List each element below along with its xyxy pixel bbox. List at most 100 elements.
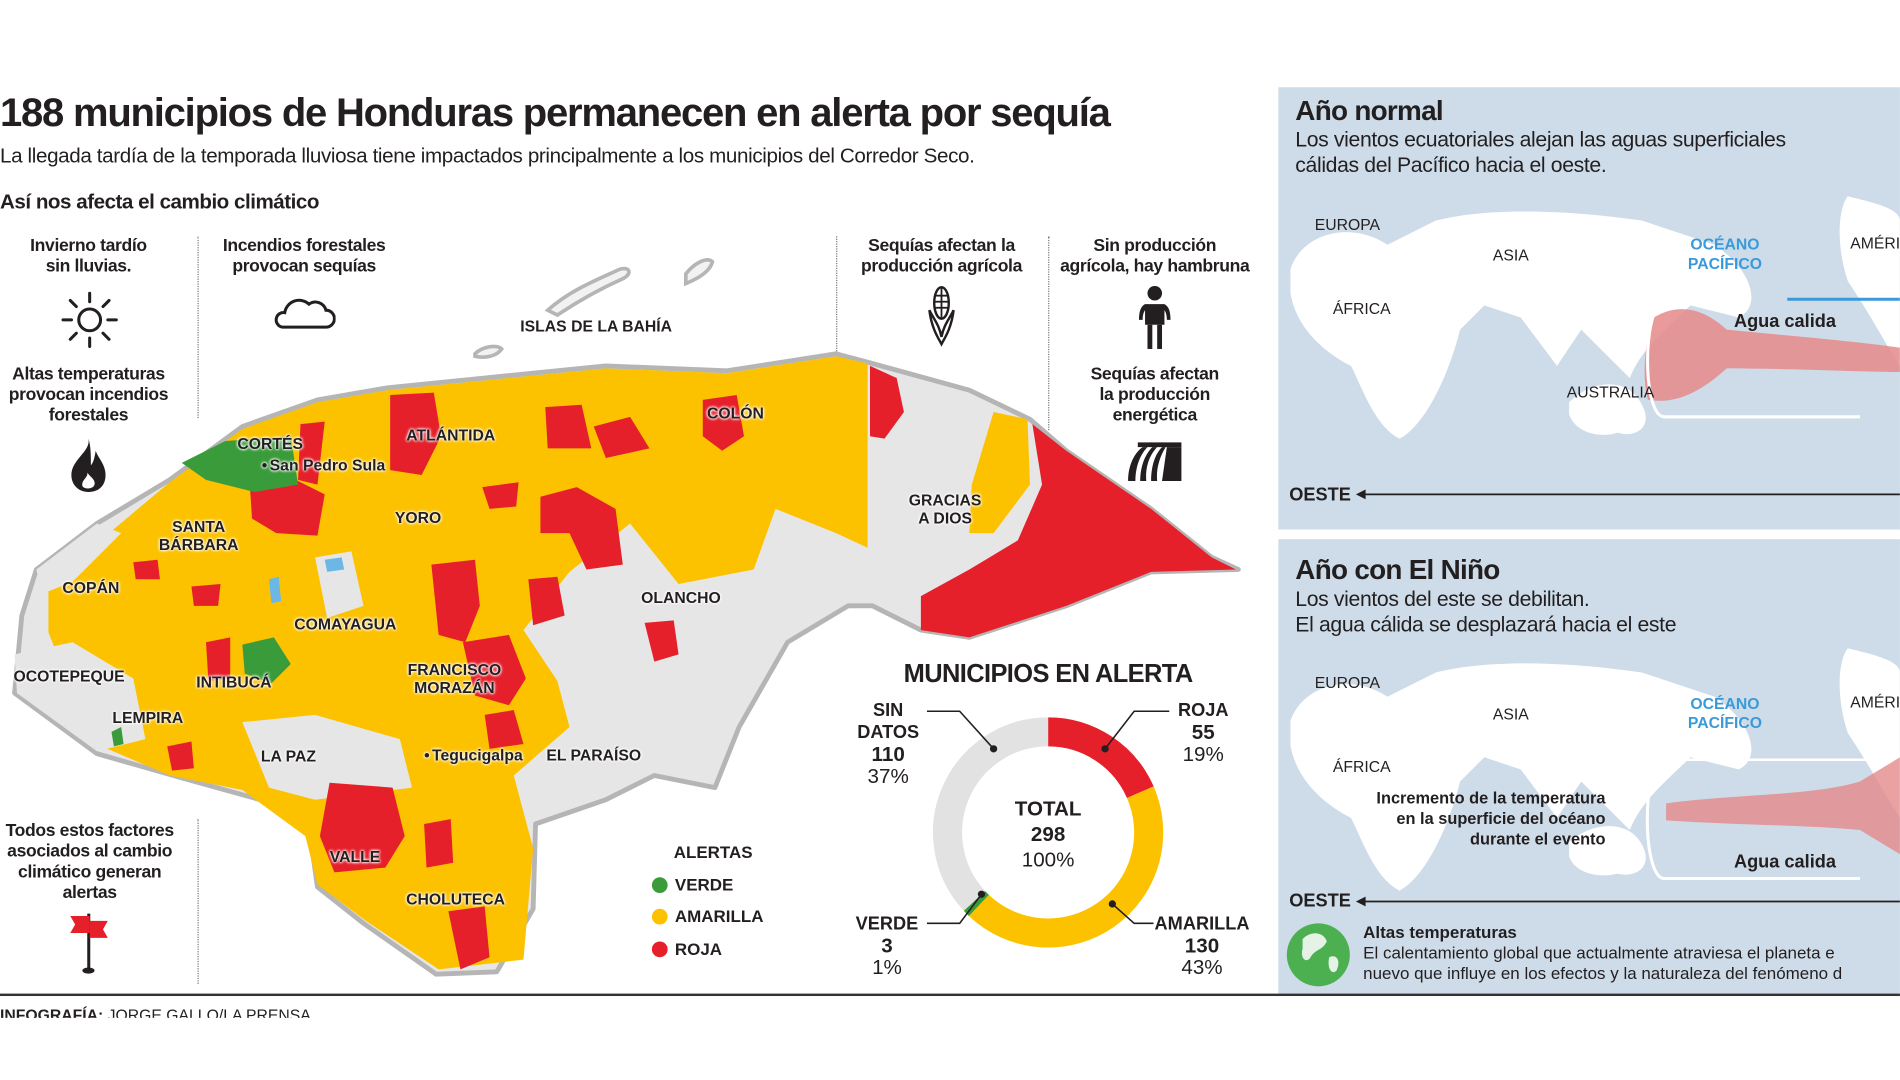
factor-line: provocan sequías	[232, 256, 376, 277]
ocean-line: PACÍFICO	[1687, 254, 1763, 273]
legend-item-verde: VERDE	[651, 875, 733, 894]
panel-title: Año normal	[1295, 94, 1443, 127]
label-pacific-ocean: OCÉANO PACÍFICO	[1688, 694, 1762, 733]
label-line: MORAZÁN	[414, 678, 495, 697]
leader-roja	[1104, 710, 1170, 750]
globe-icon	[1286, 923, 1350, 987]
america-shape	[1839, 196, 1900, 366]
note-line: El calentamiento global que actualmente …	[1363, 942, 1835, 963]
credit-label: INFOGRAFÍA:	[0, 1005, 104, 1018]
panel-title: Año con El Niño	[1295, 553, 1500, 586]
label-line: GRACIAS	[908, 490, 982, 509]
factor-line: Sequías afectan	[1090, 364, 1220, 385]
label-yoro: YORO	[394, 508, 442, 527]
divider	[1048, 236, 1050, 431]
label-line: BÁRBARA	[158, 535, 239, 554]
slice-name: SIN	[873, 700, 904, 721]
total-percent: 100%	[1021, 848, 1075, 872]
factor-line: producción agrícola	[860, 256, 1023, 277]
factor-late-winter: Invierno tardío sin lluvias.	[30, 236, 147, 277]
slice-percent: 43%	[1181, 956, 1223, 980]
factor-line: alertas	[62, 883, 117, 903]
divider	[197, 236, 199, 419]
slice-label-roja: ROJA 55 19%	[1178, 700, 1229, 765]
slice-value: 130	[1184, 934, 1220, 958]
panel-normal-year: Año normal Los vientos ecuatoriales alej…	[1278, 87, 1900, 530]
no-data-areas	[14, 523, 412, 800]
eurasia-africa-shape	[1290, 663, 1752, 891]
desc-line: El agua cálida se desplazará hacia el es…	[1295, 611, 1677, 637]
warm-water-area	[1666, 757, 1900, 855]
legend-label: AMARILLA	[674, 906, 764, 926]
dam-icon	[1128, 442, 1182, 482]
slice-name: DATOS	[857, 722, 920, 743]
page-subtitle: La llegada tardía de la temporada lluvio…	[0, 144, 975, 168]
slice-percent: 1%	[872, 956, 902, 980]
slice-name: ROJA	[1177, 700, 1229, 721]
label-warm-water: Agua calida	[1733, 311, 1836, 333]
alert-yellow-mosquitia	[969, 411, 1030, 534]
note-line: nuevo que influye en los efectos y la na…	[1363, 963, 1843, 983]
label-pacific-ocean: OCÉANO PACÍFICO	[1688, 235, 1762, 274]
label-el-paraiso: EL PARAÍSO	[546, 745, 642, 764]
slice-percent: 19%	[1182, 742, 1224, 766]
sun-icon	[61, 291, 118, 349]
slice-value: 55	[1191, 720, 1215, 744]
label-gracias-a-dios: GRACIAS A DIOS	[909, 491, 982, 527]
alert-red-regions	[133, 365, 1236, 970]
slice-name: VERDE	[855, 913, 919, 935]
legend-item-roja: ROJA	[651, 939, 723, 959]
increment-line: durante el evento	[1470, 830, 1606, 849]
label-africa: ÁFRICA	[1332, 757, 1391, 776]
divider	[197, 819, 199, 984]
donut-slice-sin-datos	[933, 717, 1049, 911]
label-santa-barbara: SANTA BÁRBARA	[159, 517, 239, 553]
leader-amarilla	[1111, 903, 1154, 925]
factor-line: Invierno tardío	[30, 236, 147, 256]
legend-label: ROJA	[674, 939, 723, 959]
label-atlantida: ATLÁNTIDA	[406, 425, 496, 445]
west-arrowhead	[1355, 489, 1366, 500]
label-temperature-increase: Incremento de la temperatura en la superf…	[1339, 788, 1606, 850]
label-ocotepeque: OCOTEPEQUE	[13, 667, 125, 686]
desc-line: cálidas del Pacífico hacia el oeste.	[1295, 152, 1607, 177]
note-text: El calentamiento global que actualmente …	[1363, 943, 1842, 984]
label-line: FRANCISCO	[407, 660, 502, 679]
label-olancho: OLANCHO	[641, 588, 721, 607]
corn-icon	[928, 285, 955, 347]
world-map-normal	[1290, 196, 1900, 500]
label-la-paz: LA PAZ	[260, 747, 316, 766]
donut-slice-verde	[963, 890, 989, 916]
legend-swatch	[651, 908, 668, 924]
factor-line: Sin producción	[1093, 236, 1217, 256]
factor-line: climático generan	[18, 862, 162, 883]
current-arrow	[1645, 758, 1860, 880]
flag-icon	[70, 913, 108, 974]
legend-swatch	[651, 876, 668, 893]
credit: INFOGRAFÍA: JORGE GALLO/LA PRENSA	[0, 1006, 311, 1018]
australia-shape	[1569, 826, 1646, 876]
factor-line: Sequías afectan la	[868, 236, 1015, 256]
label-line: SANTA	[172, 517, 226, 536]
legend-swatch	[651, 940, 668, 957]
label-francisco-morazan: FRANCISCO MORAZÁN	[408, 660, 502, 696]
footer-rule	[0, 993, 1900, 996]
total-value: 298	[1030, 822, 1066, 846]
credit-name: JORGE GALLO/LA PRENSA	[107, 1005, 311, 1018]
label-america: AMÉRICA	[1850, 233, 1900, 253]
slice-label-amarilla: AMARILLA 130 43%	[1155, 914, 1250, 979]
label-choluteca: CHOLUTECA	[406, 889, 506, 909]
label-warm-water: Agua calida	[1733, 851, 1836, 873]
alert-green-regions	[111, 436, 299, 747]
label-asia: ASIA	[1492, 705, 1529, 724]
bay-islands	[473, 258, 715, 359]
donut-slice-amarilla	[968, 786, 1164, 948]
factor-fires: Incendios forestales provocan sequías	[223, 236, 386, 277]
label-europa: EUROPA	[1314, 215, 1381, 234]
panel-desc: Los vientos ecuatoriales alejan las agua…	[1295, 127, 1786, 178]
donut-slice-roja	[1047, 717, 1154, 799]
label-africa: ÁFRICA	[1332, 299, 1391, 318]
label-west: OESTE	[1289, 484, 1351, 506]
water-bodies	[268, 557, 345, 604]
